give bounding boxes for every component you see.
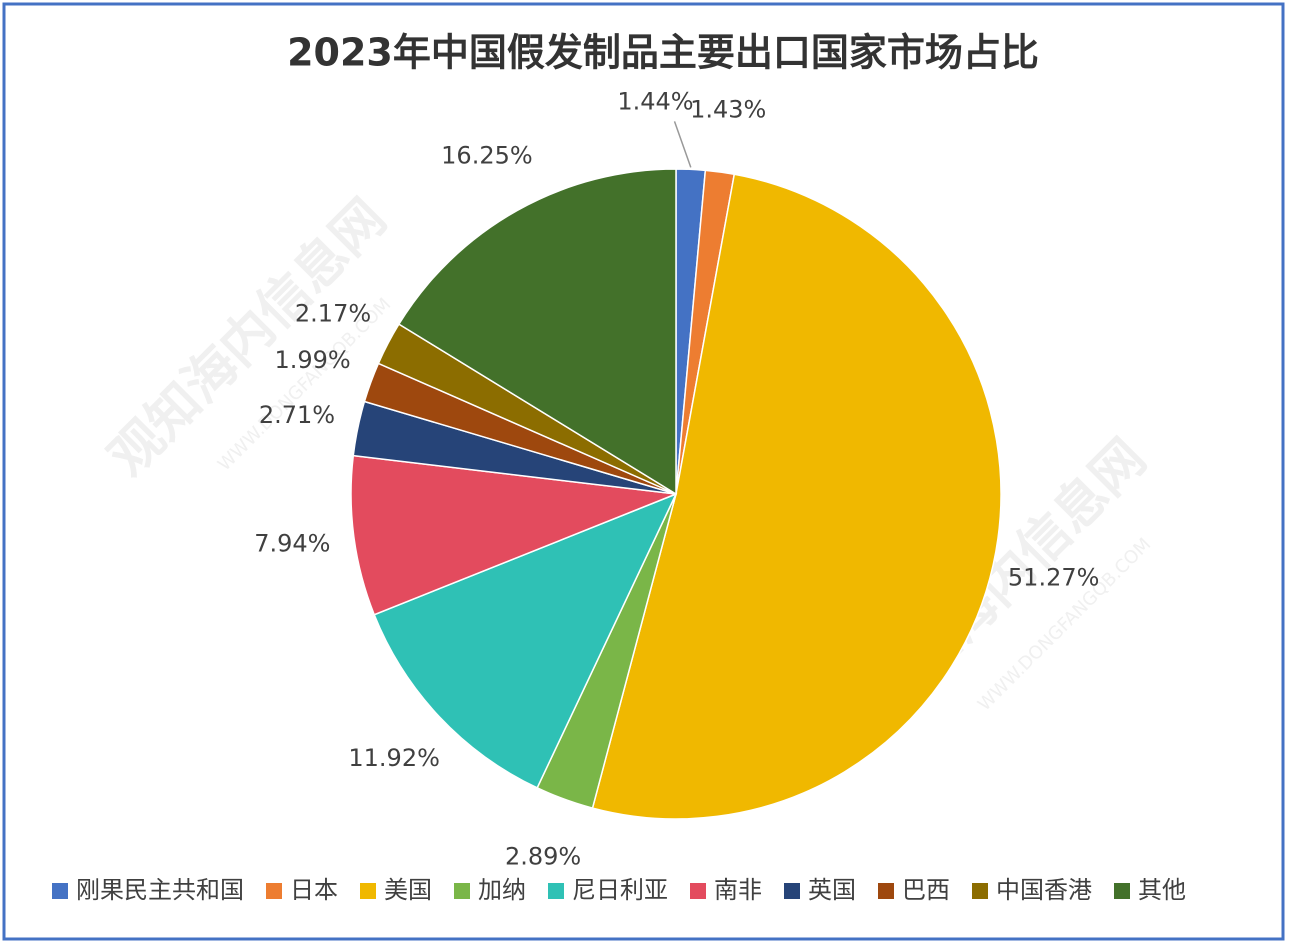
legend-label: 英国	[808, 876, 856, 904]
legend-label: 中国香港	[996, 876, 1092, 904]
data-label: 2.17%	[295, 300, 371, 328]
pie-slice	[591, 173, 1002, 820]
data-label: 1.99%	[274, 346, 350, 374]
legend-label: 其他	[1138, 876, 1186, 904]
legend-swatch	[690, 883, 706, 899]
data-label: 51.27%	[1008, 563, 1100, 591]
legend-swatch	[360, 883, 376, 899]
legend-label: 美国	[384, 876, 432, 904]
pie-slice	[350, 454, 677, 616]
data-label: 11.92%	[348, 744, 440, 772]
pie-slice	[397, 168, 677, 496]
legend-label: 南非	[714, 876, 762, 904]
legend-swatch	[548, 883, 564, 899]
legend-label: 尼日利亚	[572, 876, 668, 904]
legend-swatch	[52, 883, 68, 899]
pie-slice	[373, 492, 678, 789]
data-label: 7.94%	[254, 530, 330, 558]
legend-label: 加纳	[478, 876, 526, 904]
leader-line	[673, 121, 692, 168]
data-label: 1.44%	[617, 87, 693, 115]
chart-title: 2023年中国假发制品主要出口国家市场占比	[287, 31, 1039, 75]
data-label: 2.71%	[259, 401, 335, 429]
data-label: 1.43%	[690, 96, 766, 124]
legend-label: 日本	[290, 876, 338, 904]
legend-swatch	[454, 883, 470, 899]
data-label: 16.25%	[441, 141, 533, 169]
legend-swatch	[972, 883, 988, 899]
legend-swatch	[878, 883, 894, 899]
legend-swatch	[784, 883, 800, 899]
legend-label: 刚果民主共和国	[76, 876, 244, 904]
legend-label: 巴西	[902, 876, 950, 904]
legend-swatch	[1114, 883, 1130, 899]
data-label: 2.89%	[505, 842, 581, 870]
legend-swatch	[266, 883, 282, 899]
